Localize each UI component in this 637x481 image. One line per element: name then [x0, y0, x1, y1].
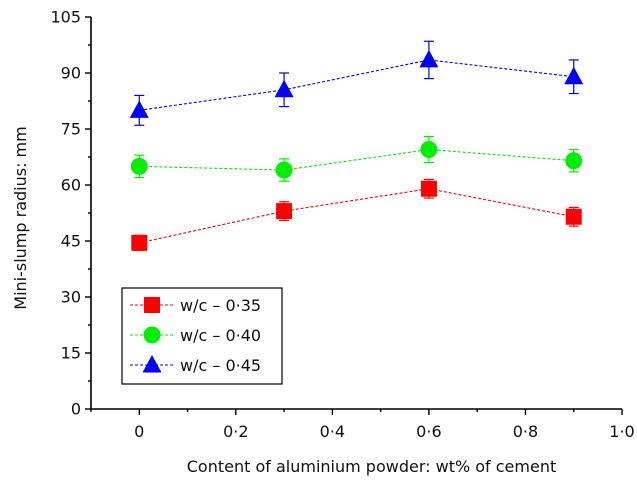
- x-tick-label: 1·0: [609, 422, 634, 441]
- series-2: [130, 135, 583, 182]
- legend-marker: [143, 326, 161, 344]
- x-tick-label: 0·8: [513, 422, 538, 441]
- legend: w/c – 0·35 w/c – 0·40 w/c – 0·45: [121, 287, 283, 385]
- legend-label: w/c – 0·40: [180, 326, 261, 345]
- y-tick-label: 15: [61, 344, 81, 363]
- x-tick-label: 0·6: [416, 422, 441, 441]
- y-tick-label: 0: [71, 400, 81, 419]
- legend-item: w/c – 0·45: [130, 355, 261, 375]
- x-tick-label: 0·4: [320, 422, 345, 441]
- data-point: [420, 141, 438, 159]
- y-tick-label: 60: [61, 176, 81, 195]
- data-point: [130, 157, 148, 175]
- data-point: [131, 234, 148, 251]
- data-point: [565, 152, 583, 170]
- y-tick-label: 75: [61, 120, 81, 139]
- data-point: [275, 161, 293, 179]
- series-line: [139, 148, 574, 171]
- y-tick-label: 105: [50, 8, 81, 27]
- series-line: [139, 59, 574, 111]
- legend-item: w/c – 0·40: [130, 326, 261, 345]
- series-line: [139, 188, 574, 244]
- data-point: [420, 180, 437, 197]
- data-point: [274, 79, 294, 98]
- plot-area: 0 15 30 45 60 75 90 105 0 0·2 0·4 0·6 0·8 1·0: [50, 8, 634, 442]
- legend-marker: [142, 355, 162, 373]
- data-point: [565, 208, 582, 225]
- data-point: [276, 203, 293, 220]
- y-tick-label: 90: [61, 64, 81, 83]
- legend-label: w/c – 0·35: [180, 296, 261, 315]
- x-tick-label: 0: [134, 422, 144, 441]
- x-tick-label: 0·2: [223, 422, 248, 441]
- x-axis-title: Content of aluminium powder: wt% of ceme…: [187, 457, 557, 476]
- data-point: [419, 49, 439, 68]
- y-tick-label: 30: [61, 288, 81, 307]
- series-3: [129, 40, 584, 126]
- data-point: [564, 66, 584, 85]
- legend-item: w/c – 0·35: [130, 296, 261, 315]
- y-axis-title: Mini-slump radius: mm: [11, 126, 30, 309]
- series-1: [131, 178, 582, 251]
- legend-label: w/c – 0·45: [180, 356, 261, 375]
- y-tick-label: 45: [61, 232, 81, 251]
- legend-marker: [144, 297, 160, 313]
- data-point: [129, 100, 149, 118]
